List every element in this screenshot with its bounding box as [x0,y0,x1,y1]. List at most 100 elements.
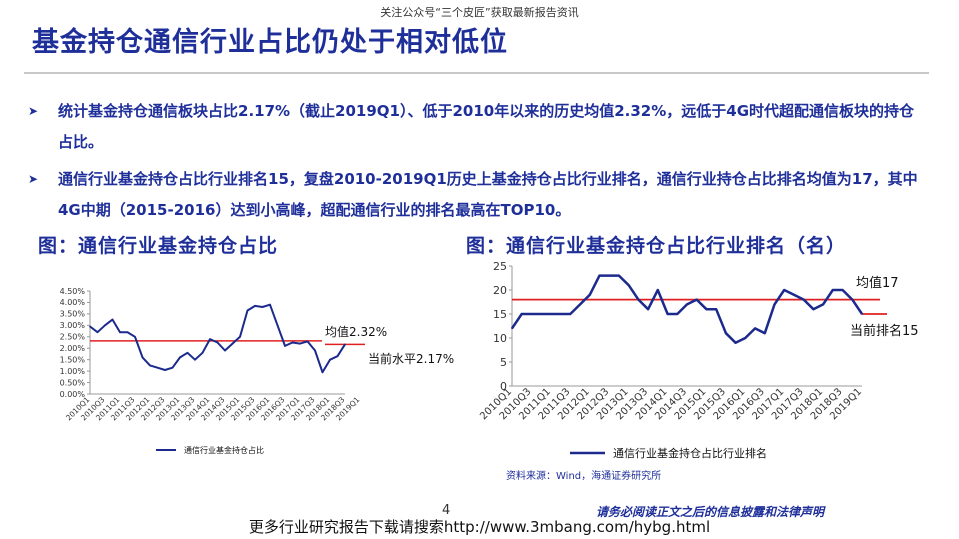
right-chart-data-point [598,274,601,277]
left-chart-data-point [171,366,174,369]
right-chart-data-point [725,332,727,334]
right-chart-data-point [851,298,854,301]
right-chart-data-point [763,332,766,334]
left-chart-data-point [246,309,249,312]
right-chart-current-label: 当前排名15 [850,323,919,339]
left-chart-data-point [254,305,256,307]
left-chart-series-line [89,303,346,374]
right-chart-y-tick-label: 10 [493,332,507,345]
right-chart-data-point [686,303,688,306]
right-chart-data-point [734,342,737,344]
left-chart-current-label: 当前水平2.17% [368,351,454,366]
right-chart-data-point [579,303,581,306]
right-chart-data-point [744,337,747,339]
right-chart-data-point [511,327,513,330]
left-chart-y-tick-label: 4.50% [60,287,86,296]
left-chart-data-point [239,335,241,338]
left-chart-data-point [231,342,234,345]
right-chart-data-point [695,298,698,301]
right-chart-data-point [618,274,620,277]
left-chart-data-point [201,352,204,354]
left-chart-data-point [179,356,181,359]
right-chart-data-point [802,298,805,301]
right-chart-y-tick-label: 25 [493,260,507,273]
bullet-text: 统计基金持仓通信板块占比2.17%（截止2019Q1）、低于2010年以来的历史… [58,102,915,151]
right-chart-data-point [627,284,630,286]
left-chart-data-point [224,349,226,352]
left-chart-y-tick-label: 2.50% [60,333,86,342]
left-chart-data-point [284,345,286,347]
right-chart-y-tick-label: 15 [493,308,507,321]
left-chart-mean-label: 均值2.32% [325,324,387,339]
right-chart-data-point [841,289,844,291]
left-chart-y-tick-label: 1.50% [60,355,86,364]
footer-link[interactable]: 更多行业研究报告下载请搜索http://www.3mbang.com/hybg.… [248,518,711,536]
disclaimer-text: 请务必阅读正文之后的信息披露和法律声明 [596,505,825,519]
left-chart-y-tick-label: 0.00% [60,390,86,399]
left-chart-data-point [209,338,211,340]
right-chart-data-point [666,313,669,315]
left-chart-data-point [261,306,264,308]
right-chart-data-point [637,298,640,301]
left-chart-data-point [306,340,309,343]
page-number: 4 [442,503,451,518]
arrow-bullet-icon: ➤ [28,104,39,118]
right-chart-data-point [783,289,786,291]
left-chart-data-point [344,343,346,346]
holding-rank-chart: 05101520252010Q12010Q32011Q12011Q32012Q1… [478,260,919,460]
left-chart-data-point [186,352,189,354]
right-chart-data-point [657,289,659,291]
right-chart-data-point [676,313,679,315]
right-chart-data-point [550,313,552,315]
left-chart-data-point [276,324,279,327]
right-chart-data-point [530,313,533,315]
right-chart-data-point [861,313,863,315]
left-chart-data-point [89,325,91,328]
slide-title: 基金持仓通信行业占比仍处于相对低位 [32,27,508,58]
left-chart-data-point [194,358,196,361]
left-chart-data-point [119,331,121,333]
bullet-item-1: ➤ 统计基金持仓通信板块占比2.17%（截止2019Q1）、低于2010年以来的… [28,96,933,158]
right-chart-data-point [793,294,795,296]
right-chart-data-point [715,308,717,310]
arrow-bullet-icon: ➤ [28,172,39,186]
right-chart-mean-label: 均值17 [856,275,899,291]
left-chart-legend-label: 通信行业基金持仓占比 [184,445,264,455]
left-chart-data-point [314,349,316,352]
right-chart-data-point [822,303,824,306]
right-chart-y-tick-label: 0 [500,380,507,393]
right-chart-legend-label: 通信行业基金持仓占比行业排名 [613,446,767,460]
right-chart-y-tick-label: 20 [493,284,507,297]
left-chart-y-tick-label: 0.50% [60,378,86,387]
left-chart-data-point [111,318,114,321]
right-chart-data-point [754,327,756,330]
left-chart-data-point [269,303,271,306]
left-chart-data-point [141,356,144,359]
left-chart-data-point [104,324,106,327]
left-chart-data-point [149,364,151,367]
figure-title-right: 图：通信行业基金持仓占比行业排名（名） [466,235,847,257]
right-chart-y-tick-label: 5 [500,356,507,369]
right-chart-data-point [832,289,834,291]
holding-share-chart: 0.00% 0.50% 1.00% 1.50% 2.00% 2.50% 3.00% 3.50%… [60,287,455,455]
right-chart-series-line [510,274,864,345]
right-chart-data-point [647,308,649,310]
right-chart-data-point [812,308,815,310]
title-divider [24,72,929,74]
left-chart-y-tick-label: 3.50% [60,310,86,319]
left-chart-data-point [164,369,166,371]
right-chart-data-point [569,313,572,315]
left-chart-data-point [126,331,129,333]
left-chart-data-point [336,355,339,358]
left-chart-data-point [291,341,294,344]
right-chart-data-point [773,303,776,306]
bullet-item-2: ➤ 通信行业基金持仓占比行业排名15，复盘2010-2019Q1历史上基金持仓占… [28,164,933,226]
left-chart-y-tick-label: 3.00% [60,321,86,330]
left-chart-data-point [96,331,99,333]
right-chart-data-point [559,313,562,315]
left-chart-y-tick-label: 1.00% [60,367,86,376]
source-note: 资料来源：Wind，海通证券研究所 [506,471,662,482]
top-notice: 关注公众号“三个皮匠”获取最新报告资讯 [380,6,579,19]
left-chart-data-point [156,366,159,369]
right-chart-data-point [588,294,591,296]
